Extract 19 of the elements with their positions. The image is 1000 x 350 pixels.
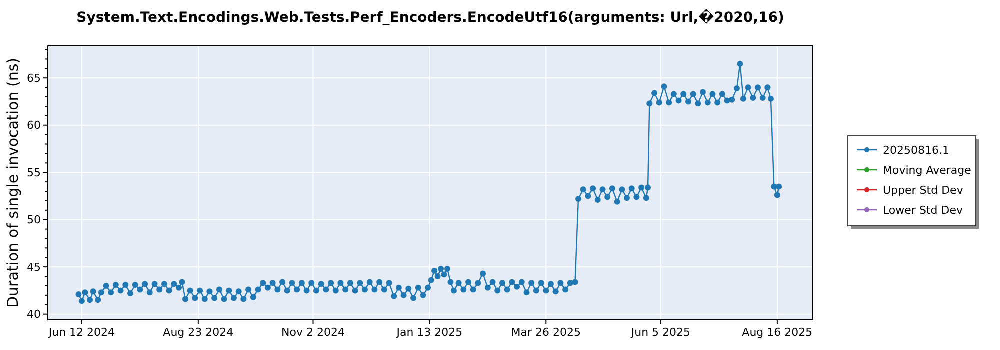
x-tick-label: Jun 5 2025 — [630, 326, 691, 339]
x-tick-label: Nov 2 2024 — [282, 326, 345, 339]
y-tick-label: 60 — [27, 119, 41, 132]
chart-title: System.Text.Encodings.Web.Tests.Perf_Encoders.EncodeUtf16(arguments: Url,�2020,16) — [76, 9, 784, 26]
y-tick-label: 40 — [27, 308, 41, 322]
x-tick-label: Jan 13 2025 — [396, 326, 463, 339]
y-tick-label: 65 — [27, 72, 41, 85]
legend-label: Lower Std Dev — [883, 204, 964, 217]
y-tick-label: 50 — [27, 214, 41, 227]
x-tick-label: Jun 12 2024 — [48, 326, 116, 339]
legend-label: Upper Std Dev — [883, 184, 964, 197]
x-tick-label: Aug 23 2024 — [163, 326, 234, 339]
y-tick-label: 55 — [27, 166, 41, 180]
legend-label: Moving Average — [883, 164, 972, 177]
x-tick-label: Aug 16 2025 — [742, 326, 813, 339]
legend-label: 20250816.1 — [883, 144, 950, 157]
y-axis-title: Duration of single invocation (ns) — [4, 58, 22, 308]
y-tick-label: 45 — [27, 260, 41, 274]
x-tick-label: Mar 26 2025 — [511, 326, 582, 339]
